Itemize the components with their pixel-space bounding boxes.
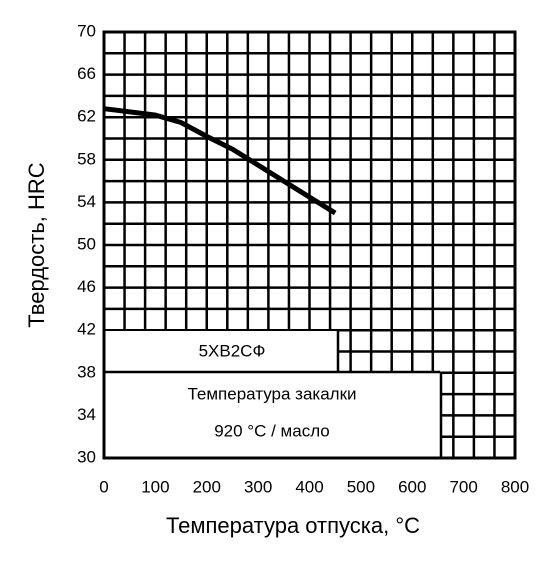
annotation: Температура закалки <box>187 384 356 403</box>
y-axis-label: Твердость, HRC <box>24 162 49 327</box>
x-tick-label: 700 <box>449 477 477 496</box>
y-tick-label: 66 <box>77 64 96 83</box>
y-tick-label: 38 <box>77 362 96 381</box>
annotation: 5ХВ2СФ <box>199 341 266 360</box>
x-tick-label: 800 <box>501 477 529 496</box>
y-tick-label: 46 <box>77 277 96 296</box>
y-tick-label: 62 <box>77 107 96 126</box>
x-tick-label: 600 <box>398 477 426 496</box>
y-tick-label: 50 <box>77 234 96 253</box>
annotation-box <box>105 331 337 372</box>
y-tick-label: 70 <box>77 21 96 40</box>
y-tick-label: 30 <box>77 447 96 466</box>
x-tick-label: 100 <box>141 477 169 496</box>
x-tick-label: 300 <box>244 477 272 496</box>
y-tick-label: 42 <box>77 320 96 339</box>
y-tick-label: 54 <box>77 192 96 211</box>
x-tick-label: 200 <box>193 477 221 496</box>
x-tick-label: 500 <box>347 477 375 496</box>
plot-frame <box>102 30 517 460</box>
y-tick-label: 34 <box>77 405 96 424</box>
x-tick-label: 0 <box>99 477 108 496</box>
x-axis-label: Температура отпуска, °С <box>166 513 420 538</box>
x-tick-label: 400 <box>295 477 323 496</box>
annotation: 920 °С / масло <box>214 421 330 440</box>
y-tick-label: 58 <box>77 149 96 168</box>
data-line <box>103 106 337 216</box>
annotation-box <box>105 373 441 457</box>
